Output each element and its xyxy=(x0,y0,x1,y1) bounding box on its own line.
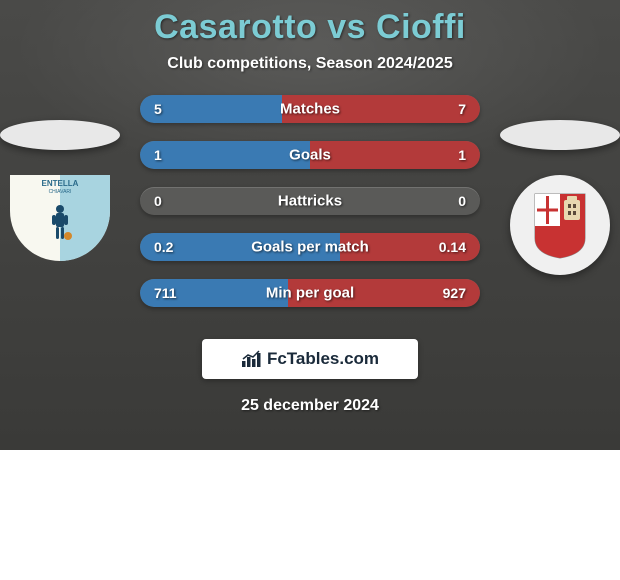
stat-label: Hattricks xyxy=(140,193,480,210)
bars-container: 57Matches 11Goals 00Hattricks 0.20.14Goals … xyxy=(140,95,480,325)
fctables-chart-icon xyxy=(241,350,263,368)
entella-logo-text-top: ENTELLA xyxy=(10,179,110,188)
stat-bar: 0.20.14Goals per match xyxy=(140,233,480,261)
stat-bar: 711927Min per goal xyxy=(140,279,480,307)
stat-label: Goals xyxy=(140,147,480,164)
stat-label: Min per goal xyxy=(140,285,480,302)
page-subtitle: Club competitions, Season 2024/2025 xyxy=(0,55,620,73)
entella-logo-text-sub: CHIAVARI xyxy=(10,189,110,195)
stat-label: Goals per match xyxy=(140,239,480,256)
stat-bar: 57Matches xyxy=(140,95,480,123)
stat-label: Matches xyxy=(140,101,480,118)
stat-bar: 00Hattricks xyxy=(140,187,480,215)
fctables-brand-text: FcTables.com xyxy=(241,349,379,369)
entella-logo-figure-icon xyxy=(45,203,75,243)
fctables-badge: FcTables.com xyxy=(202,339,418,379)
footer-date: 25 december 2024 xyxy=(0,397,620,415)
stats-area: 57Matches 11Goals 00Hattricks 0.20.14Goals … xyxy=(0,95,620,325)
page-title: Casarotto vs Cioffi xyxy=(0,0,620,47)
fctables-brand-label: FcTables.com xyxy=(267,349,379,369)
stat-bar: 11Goals xyxy=(140,141,480,169)
main-container: Casarotto vs Cioffi Club competitions, S… xyxy=(0,0,620,580)
